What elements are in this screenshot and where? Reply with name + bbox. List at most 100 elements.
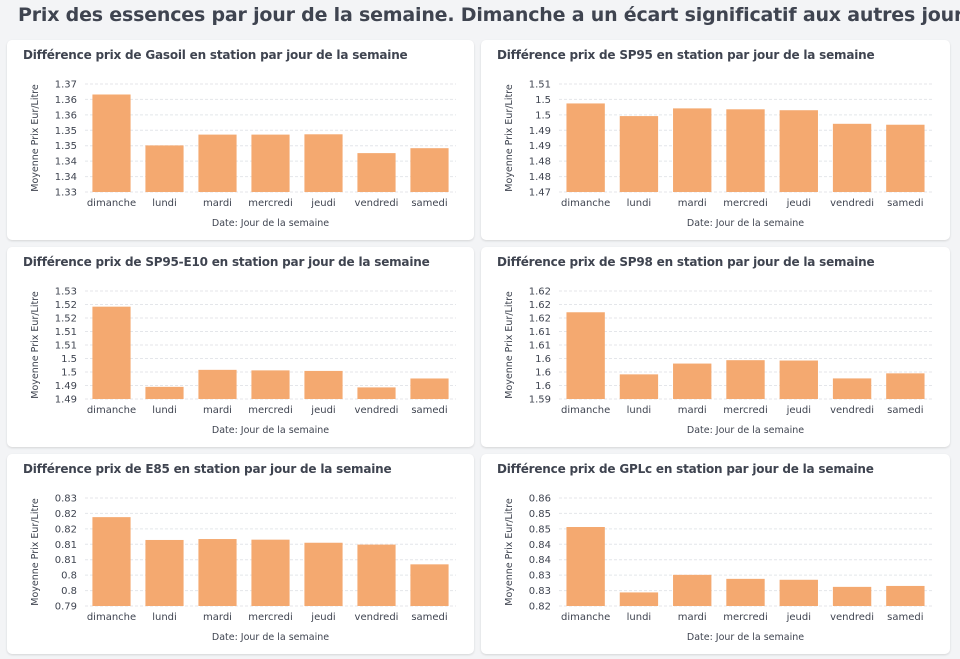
bar-vendredi[interactable]: [357, 544, 396, 606]
y-axis-title: Moyenne Prix Eur/Litre: [30, 498, 41, 606]
bar-samedi[interactable]: [410, 148, 449, 192]
bar-jeudi[interactable]: [779, 360, 818, 399]
bar-samedi[interactable]: [886, 124, 925, 192]
x-axis-title: Date: Jour de la semaine: [212, 632, 329, 643]
x-axis-title: Date: Jour de la semaine: [212, 218, 329, 229]
y-tick-label: 0.85: [529, 524, 551, 535]
bar-samedi[interactable]: [410, 378, 449, 399]
x-tick-label: lundi: [627, 405, 652, 416]
y-tick-label: 0.82: [529, 602, 551, 613]
y-tick-label: 0.82: [55, 524, 77, 535]
bar-mardi[interactable]: [198, 369, 237, 399]
bar-jeudi[interactable]: [779, 110, 818, 192]
y-tick-label: 1.6: [535, 354, 551, 365]
y-tick-label: 1.34: [55, 157, 77, 168]
x-tick-label: mardi: [678, 612, 707, 623]
y-tick-label: 1.36: [55, 110, 77, 121]
bar-lundi[interactable]: [145, 386, 184, 399]
y-tick-label: 1.36: [55, 95, 77, 106]
bar-lundi[interactable]: [145, 145, 184, 192]
x-tick-label: lundi: [627, 198, 652, 209]
y-tick-label: 0.81: [55, 555, 77, 566]
x-tick-label: dimanche: [561, 405, 610, 416]
x-tick-label: jeudi: [310, 405, 335, 416]
bar-jeudi[interactable]: [304, 542, 343, 606]
bar-vendredi[interactable]: [357, 153, 396, 192]
bar-jeudi[interactable]: [304, 370, 343, 399]
bar-vendredi[interactable]: [357, 387, 396, 399]
y-tick-label: 1.33: [55, 188, 77, 199]
y-axis-title: Moyenne Prix Eur/Litre: [504, 84, 515, 192]
x-tick-label: jeudi: [786, 612, 811, 623]
bar-dimanche[interactable]: [566, 527, 605, 606]
bar-jeudi[interactable]: [779, 579, 818, 606]
x-axis-title: Date: Jour de la semaine: [212, 425, 329, 436]
bar-samedi[interactable]: [886, 373, 925, 399]
bar-lundi[interactable]: [619, 374, 659, 399]
bar-lundi[interactable]: [145, 539, 184, 606]
y-tick-label: 0.8: [61, 571, 77, 582]
chart-card-sp98: Différence prix de SP98 en station par j…: [481, 247, 950, 447]
y-tick-label: 1.5: [61, 354, 77, 365]
bar-samedi[interactable]: [886, 585, 925, 606]
bar-samedi[interactable]: [410, 564, 449, 606]
y-axis-title: Moyenne Prix Eur/Litre: [30, 291, 41, 399]
chart-card-sp95-e10: Différence prix de SP95-E10 en station p…: [7, 247, 474, 447]
bar-mercredi[interactable]: [251, 539, 290, 606]
bar-mercredi[interactable]: [251, 370, 290, 399]
x-tick-label: dimanche: [561, 198, 610, 209]
x-tick-label: mercredi: [723, 198, 767, 209]
y-tick-label: 1.5: [535, 110, 551, 121]
x-tick-label: mercredi: [248, 198, 292, 209]
x-tick-label: mardi: [678, 198, 707, 209]
y-tick-label: 1.52: [55, 300, 77, 311]
bar-mardi[interactable]: [198, 134, 237, 192]
bar-vendredi[interactable]: [832, 586, 872, 606]
y-tick-label: 0.84: [529, 555, 551, 566]
x-tick-label: dimanche: [561, 612, 610, 623]
y-tick-label: 1.61: [529, 341, 551, 352]
bar-mercredi[interactable]: [726, 109, 765, 192]
x-tick-label: mercredi: [248, 405, 292, 416]
bar-mardi[interactable]: [673, 108, 712, 192]
y-tick-label: 1.62: [529, 300, 551, 311]
x-tick-label: samedi: [887, 198, 923, 209]
bar-mardi[interactable]: [673, 574, 712, 606]
x-tick-label: mercredi: [723, 405, 767, 416]
x-tick-label: lundi: [627, 612, 652, 623]
bar-vendredi[interactable]: [832, 123, 872, 192]
y-tick-label: 1.6: [535, 381, 551, 392]
bar-mardi[interactable]: [198, 539, 237, 606]
bar-mercredi[interactable]: [726, 578, 765, 606]
bar-mercredi[interactable]: [251, 134, 290, 192]
y-tick-label: 0.81: [55, 540, 77, 551]
x-tick-label: jeudi: [786, 405, 811, 416]
chart-title: Différence prix de SP95 en station par j…: [497, 48, 875, 62]
x-tick-label: samedi: [411, 198, 447, 209]
chart-title: Différence prix de SP95-E10 en station p…: [23, 255, 430, 269]
bar-dimanche[interactable]: [92, 94, 131, 192]
y-tick-label: 1.62: [529, 287, 551, 298]
bar-dimanche[interactable]: [92, 517, 131, 606]
y-tick-label: 1.5: [61, 368, 77, 379]
y-tick-label: 0.85: [529, 509, 551, 520]
x-tick-label: mardi: [678, 405, 707, 416]
bar-lundi[interactable]: [619, 116, 659, 192]
y-tick-label: 0.83: [529, 586, 551, 597]
bar-jeudi[interactable]: [304, 134, 343, 192]
y-tick-label: 1.5: [535, 95, 551, 106]
bar-vendredi[interactable]: [832, 378, 872, 399]
bar-dimanche[interactable]: [92, 306, 131, 399]
y-tick-label: 1.6: [535, 368, 551, 379]
y-tick-label: 1.59: [529, 395, 551, 406]
bar-dimanche[interactable]: [566, 312, 605, 399]
y-tick-label: 1.34: [55, 172, 77, 183]
x-tick-label: samedi: [887, 612, 923, 623]
bar-lundi[interactable]: [619, 592, 659, 606]
bar-mercredi[interactable]: [726, 360, 765, 399]
x-tick-label: samedi: [411, 405, 447, 416]
bar-dimanche[interactable]: [566, 103, 605, 192]
x-tick-label: lundi: [152, 612, 177, 623]
bar-mardi[interactable]: [673, 363, 712, 399]
y-tick-label: 1.48: [529, 172, 551, 183]
